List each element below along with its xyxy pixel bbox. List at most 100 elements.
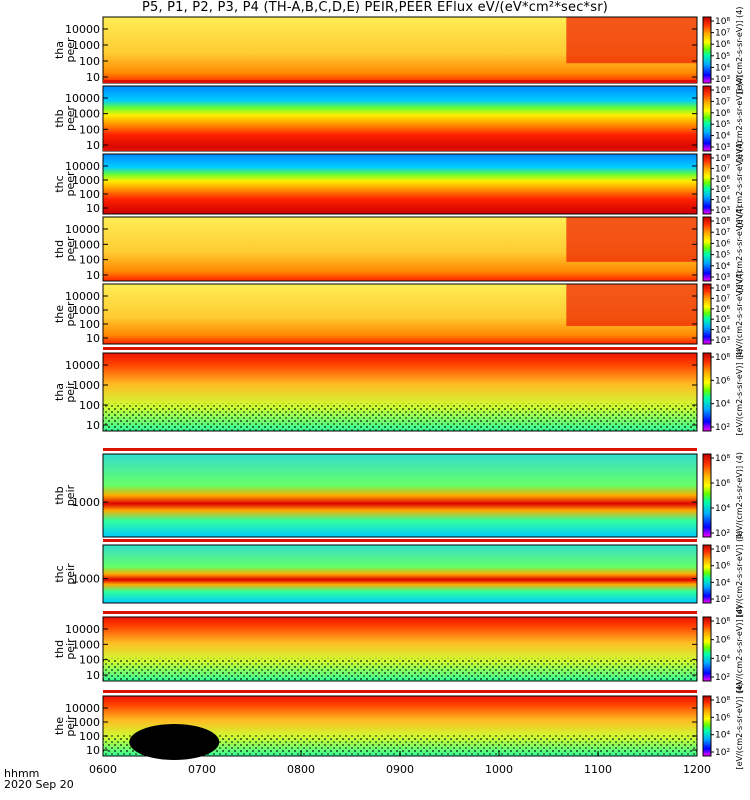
y-tick-label: 1000 — [72, 379, 100, 392]
panel-label: the — [53, 717, 66, 735]
colorbar-tick-label: 10² — [715, 423, 730, 433]
colorbar — [702, 216, 712, 282]
heatmap-enhancement — [566, 17, 697, 64]
colorbar-tick-label: 10⁵ — [715, 52, 730, 62]
colorbar-tick-label: 10² — [715, 595, 730, 605]
y-tick-label: 1000 — [72, 174, 100, 187]
y-tick-label: 1000 — [72, 39, 100, 52]
data-gap-stripe — [103, 347, 697, 350]
colorbar-tick-label: 10⁴ — [715, 654, 730, 664]
heatmap-noise — [103, 403, 697, 431]
panel-frame — [102, 352, 698, 432]
y-tick-label: 10000 — [65, 623, 100, 636]
y-tick-label: 10 — [86, 269, 100, 282]
panel-frame — [102, 544, 698, 604]
panel-thc-peer: 10100100010000thcpeer10³10⁴10⁵10⁶10⁷10⁸[… — [53, 141, 744, 228]
colorbar-tick-label: 10⁴ — [715, 731, 730, 741]
colorbar-tick-label: 10² — [715, 673, 730, 683]
heatmap-cells — [103, 154, 697, 214]
y-tick-label: 10 — [86, 71, 100, 84]
time-axis-label: hhmm — [4, 767, 40, 780]
colorbar — [702, 352, 712, 432]
y-tick-label: 100 — [79, 730, 100, 743]
colorbar-tick-label: 10⁶ — [715, 239, 730, 249]
y-tick-label: 10000 — [65, 290, 100, 303]
colorbar — [702, 153, 712, 215]
x-tick-label: 0800 — [287, 763, 315, 776]
colorbar-label: [eV/(cm2-s-sr-eV)] (4) — [735, 683, 744, 770]
colorbar-tick-label: 10⁷ — [715, 228, 730, 238]
y-tick-label: 100 — [79, 188, 100, 201]
x-tick-label: 0600 — [89, 763, 117, 776]
heatmap-cells — [103, 454, 697, 537]
colorbar-label: [eV/(cm2-s-sr-eV)] (4) — [735, 531, 744, 618]
panel-label: peir — [64, 484, 77, 506]
colorbar — [702, 453, 712, 538]
y-tick-label: 10000 — [65, 23, 100, 36]
colorbar — [702, 616, 712, 682]
y-tick-label: 1000 — [72, 304, 100, 317]
heatmap-noise — [103, 735, 697, 756]
colorbar-tick-label: 10⁷ — [715, 164, 730, 174]
panel-label: thd — [53, 240, 66, 258]
colorbar-tick-label: 10⁴ — [715, 132, 730, 142]
y-tick-label: 10 — [86, 744, 100, 757]
colorbar-tick-label: 10⁸ — [715, 353, 730, 363]
panel-thd-peer: 10100100010000thdpeer10³10⁴10⁵10⁶10⁷10⁸[… — [53, 206, 744, 293]
y-tick-label: 10 — [86, 139, 100, 152]
colorbar-tick-label: 10⁸ — [715, 696, 730, 706]
colorbar-label: [eV/(cm2-s-sr-eV)] (4) — [735, 271, 744, 358]
x-tick-label: 0700 — [188, 763, 216, 776]
colorbar-tick-label: 10⁸ — [715, 454, 730, 464]
panel-label: peer — [64, 171, 77, 197]
y-tick-label: 10000 — [65, 223, 100, 236]
y-tick-label: 10000 — [65, 160, 100, 173]
panel-frame — [102, 616, 698, 682]
colorbar-label: [eV/(cm2-s-sr-eV)] (4) — [735, 141, 744, 228]
y-tick-label: 10000 — [65, 92, 100, 105]
heatmap-enhancement — [566, 217, 697, 262]
colorbar-tick-label: 10⁸ — [715, 217, 730, 227]
y-tick-label: 10000 — [65, 702, 100, 715]
y-tick-label: 100 — [79, 399, 100, 412]
colorbar-tick-label: 10⁵ — [715, 251, 730, 261]
panel-frame — [102, 153, 698, 215]
panel-label: thd — [53, 640, 66, 658]
colorbar-tick-label: 10³ — [715, 273, 730, 283]
y-tick-label: 10 — [86, 419, 100, 432]
y-tick-label: 10 — [86, 669, 100, 682]
colorbar-tick-label: 10⁴ — [715, 196, 730, 206]
y-tick-label: 1000 — [72, 638, 100, 651]
y-tick-label: 100 — [79, 654, 100, 667]
colorbar-tick-label: 10⁷ — [715, 97, 730, 107]
x-tick-label: 1200 — [683, 763, 711, 776]
x-axis: 0600 0700 0800 0900 1000 1100 1200 — [89, 751, 711, 776]
data-gap-stripe — [103, 448, 697, 451]
colorbar-tick-label: 10⁸ — [715, 545, 730, 555]
colorbar-tick-label: 10⁴ — [715, 400, 730, 410]
colorbar-tick-label: 10⁶ — [715, 109, 730, 119]
panel-label: thb — [53, 109, 66, 127]
x-tick-label: 1100 — [584, 763, 612, 776]
colorbar-tick-label: 10² — [715, 529, 730, 539]
date-label: 2020 Sep 20 — [4, 778, 74, 791]
colorbar-tick-label: 10⁷ — [715, 29, 730, 39]
colorbar-tick-label: 10⁴ — [715, 578, 730, 588]
data-gap-stripe — [103, 690, 697, 693]
colorbar-label: [eV/(cm2-s-sr-eV)] (4) — [735, 349, 744, 436]
colorbar-tick-label: 10⁴ — [715, 262, 730, 272]
panel-label: peir — [64, 715, 77, 737]
panel-label: peir — [64, 563, 77, 585]
colorbar-label: [eV/(cm2-s-sr-eV)] (4) — [735, 7, 744, 94]
colorbar-label: [eV/(cm2-s-sr-eV)] (4) — [735, 206, 744, 293]
panel-the-peer: 10100100010000thepeer10³10⁴10⁵10⁶10⁷10⁸[… — [53, 271, 744, 358]
y-tick-label: 100 — [79, 318, 100, 331]
panel-frame — [102, 283, 698, 345]
y-tick-label: 10 — [86, 202, 100, 215]
colorbar-tick-label: 10⁵ — [715, 185, 730, 195]
